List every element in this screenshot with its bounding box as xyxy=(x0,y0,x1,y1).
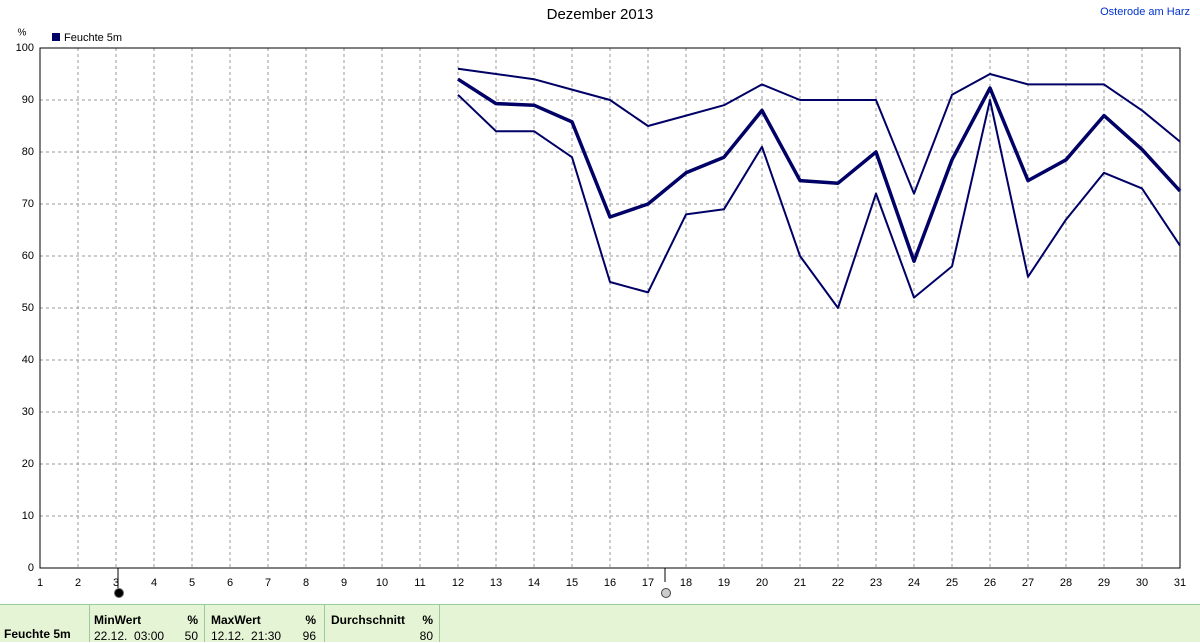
x-tick-label: 4 xyxy=(151,577,157,589)
line-max xyxy=(457,67,1181,195)
x-tick-label: 20 xyxy=(756,577,768,589)
x-tick-label: 2 xyxy=(75,577,81,589)
x-tick-label: 6 xyxy=(227,577,233,589)
unit: % xyxy=(187,613,198,627)
x-tick-label: 8 xyxy=(303,577,309,589)
avg-cell: Durchschnitt % 80 xyxy=(325,605,440,643)
x-tick-label: 13 xyxy=(490,577,502,589)
line-values xyxy=(457,77,1182,263)
legend-swatch xyxy=(52,33,60,41)
new-moon-icon xyxy=(114,588,124,598)
x-tick-label: 19 xyxy=(718,577,730,589)
summary-table: Feuchte 5m MinWert % 22.12. 03:00 50 Max… xyxy=(0,604,1200,643)
x-tick-label: 1 xyxy=(37,577,43,589)
x-tick-label: 22 xyxy=(832,577,844,589)
y-tick-label: 40 xyxy=(22,354,34,366)
x-tick-label: 12 xyxy=(452,577,464,589)
header: Durchschnitt xyxy=(331,613,406,627)
y-tick-label: 90 xyxy=(22,94,34,106)
min-cell: MinWert % 22.12. 03:00 50 xyxy=(90,605,205,643)
x-tick-label: 3 xyxy=(113,577,119,589)
x-tick-label: 21 xyxy=(794,577,806,589)
x-tick-label: 17 xyxy=(642,577,654,589)
full-moon-icon xyxy=(661,588,671,598)
chart: Dezember 2013 Osterode am Harz % Feuchte… xyxy=(16,6,1190,598)
row-label: Feuchte 5m xyxy=(4,627,71,641)
unit: % xyxy=(305,613,316,627)
x-tick-label: 10 xyxy=(376,577,388,589)
y-tick-label: 60 xyxy=(22,250,34,262)
y-tick-label: 10 xyxy=(22,510,34,522)
x-tick-label: 9 xyxy=(341,577,347,589)
x-tick-label: 28 xyxy=(1060,577,1072,589)
location: Osterode am Harz xyxy=(1100,6,1190,18)
value: 80 xyxy=(419,629,433,643)
y-unit: % xyxy=(18,28,27,39)
x-tick-label: 23 xyxy=(870,577,882,589)
x-tick-label: 11 xyxy=(414,577,425,589)
x-tick-label: 18 xyxy=(680,577,692,589)
x-tick-label: 24 xyxy=(908,577,920,589)
time: 22.12. 03:00 xyxy=(94,629,165,643)
x-tick-label: 7 xyxy=(265,577,271,589)
x-tick-label: 27 xyxy=(1022,577,1034,589)
time: 12.12. 21:30 xyxy=(211,629,282,643)
y-tick-label: 100 xyxy=(16,42,34,54)
y-tick-label: 30 xyxy=(22,406,34,418)
header: MinWert xyxy=(94,613,142,627)
x-tick-label: 14 xyxy=(528,577,540,589)
x-tick-label: 5 xyxy=(189,577,195,589)
y-tick-label: 50 xyxy=(22,302,34,314)
y-tick-label: 80 xyxy=(22,146,34,158)
plot-frame xyxy=(39,47,1181,569)
row-label-cell: Feuchte 5m xyxy=(0,605,90,642)
x-tick-label: 16 xyxy=(604,577,616,589)
y-tick-label: 70 xyxy=(22,198,34,210)
y-tick-label: 0 xyxy=(28,562,34,574)
value: 96 xyxy=(302,629,316,643)
x-tick-label: 25 xyxy=(946,577,958,589)
y-tick-label: 20 xyxy=(22,458,34,470)
legend-label: Feuchte 5m xyxy=(64,32,122,44)
unit: % xyxy=(422,613,433,627)
x-tick-label: 26 xyxy=(984,577,996,589)
value: 50 xyxy=(184,629,198,643)
x-tick-label: 29 xyxy=(1098,577,1110,589)
header: MaxWert xyxy=(211,613,261,627)
max-cell: MaxWert % 12.12. 21:30 96 xyxy=(205,605,325,643)
chart-title: Dezember 2013 xyxy=(547,6,654,23)
line-min xyxy=(457,94,1181,309)
x-tick-label: 30 xyxy=(1136,577,1148,589)
x-tick-label: 15 xyxy=(566,577,578,589)
x-tick-label: 31 xyxy=(1174,577,1186,589)
